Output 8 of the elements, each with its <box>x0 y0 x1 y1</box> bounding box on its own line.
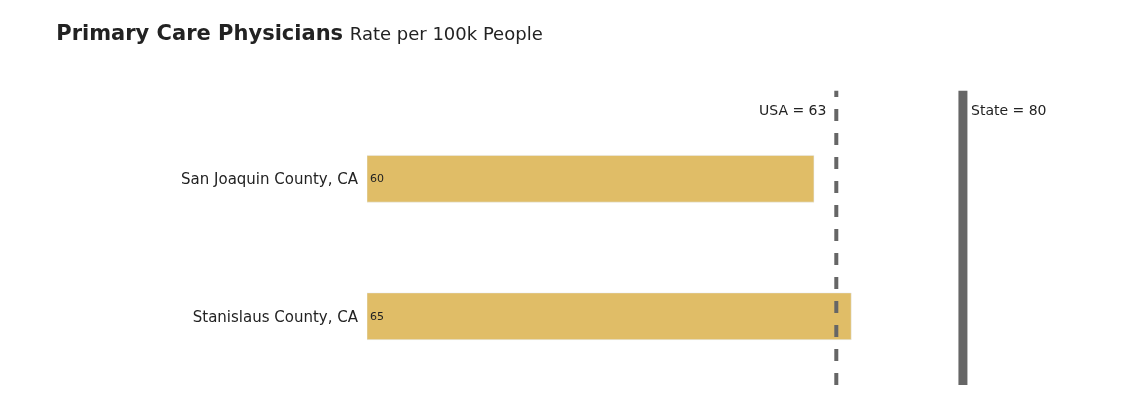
data-label: 60 <box>370 172 384 186</box>
chart-subtitle: Rate per 100k People <box>349 23 543 45</box>
y-tick-label: Stanislaus County, CA <box>192 307 359 326</box>
ref-line-label: State = 80 <box>971 102 1047 118</box>
y-tick-label: San Joaquin County, CA <box>181 170 359 188</box>
ref-line-label: USA = 63 <box>759 102 827 118</box>
chart-title: Primary Care Physicians <box>56 21 344 46</box>
data-label: 65 <box>370 309 384 323</box>
